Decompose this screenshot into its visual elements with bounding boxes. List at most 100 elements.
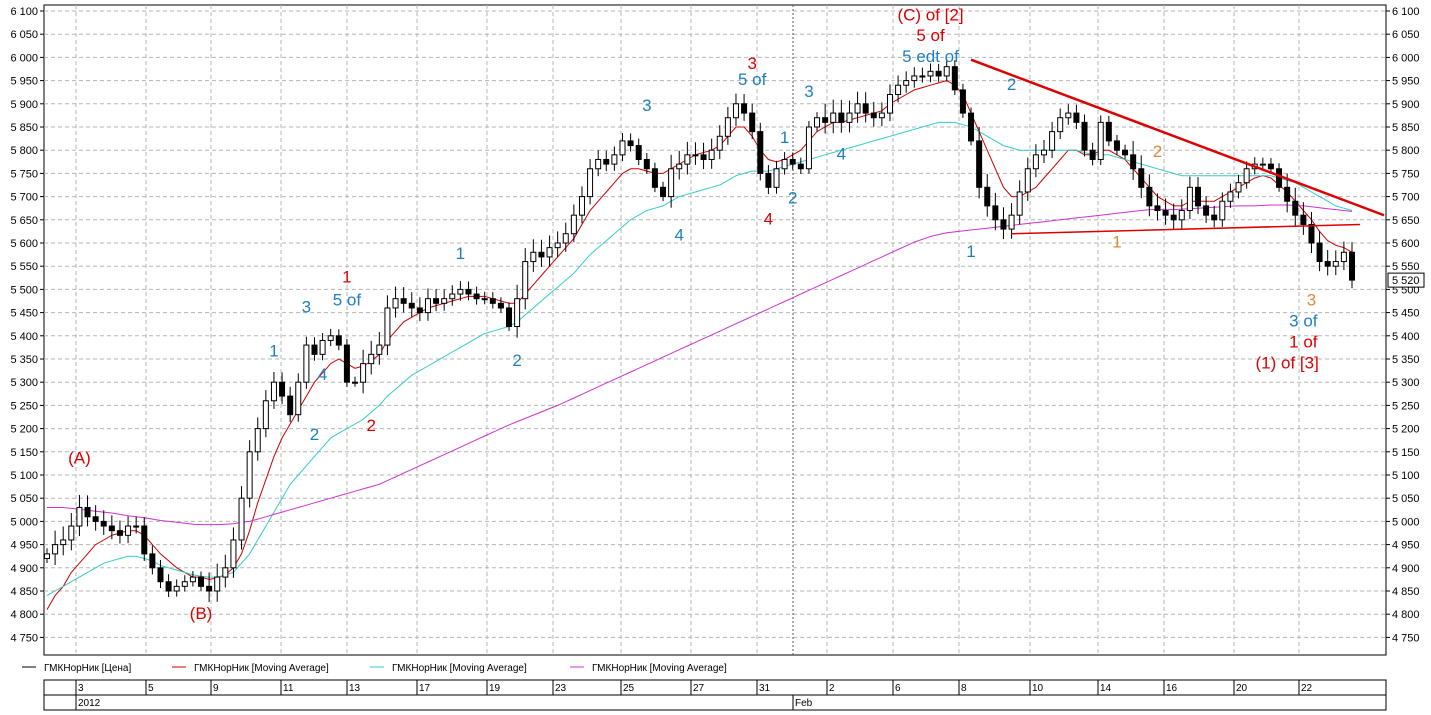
candle-body <box>408 302 415 309</box>
candle-body <box>424 298 431 314</box>
y-tick-label: 5 850 <box>1392 122 1420 134</box>
candle <box>303 336 310 389</box>
last-price-box <box>1387 272 1425 288</box>
candle <box>449 285 456 306</box>
candle-body <box>1340 251 1347 263</box>
candle <box>1194 177 1201 215</box>
y-tick-label: 5 700 <box>1392 192 1420 204</box>
candle-body <box>1008 214 1015 230</box>
candle-body <box>522 261 529 300</box>
candle <box>1316 230 1323 272</box>
candle <box>603 150 610 172</box>
y-tick-label: 5 500 <box>10 284 38 296</box>
candle <box>1081 114 1088 157</box>
candle <box>198 571 205 591</box>
candle <box>108 515 115 540</box>
candle-body <box>1130 154 1137 170</box>
wave-label: (A) <box>68 448 91 467</box>
candle <box>692 142 699 165</box>
candle-body <box>311 344 318 355</box>
wave-label: 2 <box>366 416 375 435</box>
candle-body <box>1267 163 1274 170</box>
y-tick-label: 4 800 <box>10 609 38 621</box>
candle-body <box>433 298 440 304</box>
candle-body <box>757 131 764 174</box>
candle <box>335 329 342 351</box>
candle <box>830 99 837 134</box>
legend-entry: ГМКНорНик [Цена] <box>44 663 131 674</box>
candle-body <box>611 154 618 165</box>
candle-body <box>141 525 148 555</box>
candle <box>562 222 569 252</box>
candle-body <box>773 168 780 188</box>
candle <box>1235 174 1242 199</box>
candle-body <box>927 70 934 77</box>
candle <box>1259 157 1266 170</box>
candle-body <box>1259 163 1266 166</box>
candle-body <box>214 576 221 592</box>
candle-body <box>716 135 723 151</box>
y-tick-label: 5 800 <box>1392 145 1420 157</box>
wave-label: (1) of [3] <box>1255 353 1318 372</box>
wave-label: (B) <box>190 604 213 623</box>
wave-label: 1 <box>780 128 789 147</box>
y-tick-label: 5 750 <box>10 168 38 180</box>
y-tick-label: 6 050 <box>10 29 38 41</box>
candle-body <box>1057 117 1064 133</box>
candle-body <box>870 112 877 119</box>
candle <box>424 288 431 321</box>
candle-body <box>1276 168 1283 188</box>
y-tick-label: 5 600 <box>10 238 38 250</box>
candle <box>433 288 440 312</box>
candle <box>327 328 334 347</box>
candle <box>214 563 221 602</box>
candle-body <box>1105 121 1112 142</box>
candle-body <box>1170 214 1177 221</box>
candle <box>530 239 537 272</box>
candle-body <box>1300 214 1307 225</box>
candle-body <box>1316 242 1323 263</box>
candle <box>1113 134 1120 156</box>
candle <box>578 186 585 224</box>
candle-body <box>959 89 966 114</box>
y-tick-label: 4 950 <box>1392 540 1420 552</box>
candle-body <box>846 112 853 123</box>
candle <box>222 554 229 588</box>
candle <box>254 417 261 461</box>
candle-body <box>878 112 885 119</box>
candle <box>1040 139 1047 164</box>
candle-body <box>976 140 983 188</box>
wave-label: 2 <box>1153 142 1162 161</box>
y-tick-label: 6 050 <box>1392 29 1420 41</box>
candle <box>1340 241 1347 271</box>
candle <box>951 60 958 96</box>
candle <box>789 152 796 170</box>
candle-body <box>376 344 383 355</box>
candle-body <box>1122 149 1129 156</box>
y-tick-label: 6 100 <box>10 6 38 18</box>
candle-body <box>1284 186 1291 202</box>
candle <box>319 333 326 361</box>
candle <box>700 142 707 170</box>
candle-body <box>651 168 658 188</box>
y-tick-label: 5 350 <box>10 354 38 366</box>
candle-body <box>206 585 213 592</box>
candle <box>838 100 845 133</box>
wave-label: 1 of <box>1289 332 1318 351</box>
candle-body <box>465 288 472 295</box>
candle-body <box>992 205 999 221</box>
candle <box>927 63 934 83</box>
candle-body <box>603 158 610 165</box>
candle <box>1162 198 1169 225</box>
date-tick-label: 10 <box>1032 683 1044 694</box>
y-tick-label: 4 900 <box>1392 563 1420 575</box>
candle-body <box>538 251 545 258</box>
candle-body <box>392 298 399 309</box>
wave-label: 2 <box>1007 75 1016 94</box>
legend-entry: ГМКНорНик [Moving Average] <box>392 663 527 674</box>
candle-body <box>1138 168 1145 188</box>
candle <box>514 284 521 338</box>
y-tick-label: 4 750 <box>1392 632 1420 644</box>
candle-body <box>1040 149 1047 156</box>
